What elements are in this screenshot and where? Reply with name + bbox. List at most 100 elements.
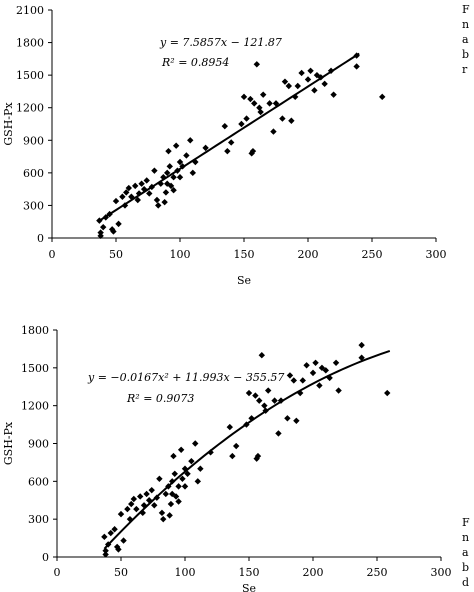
x-tick-label: 0 — [49, 248, 56, 261]
data-point — [187, 137, 194, 144]
data-point — [167, 182, 175, 190]
data-point — [238, 120, 245, 128]
data-point — [293, 417, 300, 424]
data-point — [253, 61, 260, 68]
side-text-line: a — [462, 546, 469, 559]
data-point — [261, 402, 268, 409]
data-point — [101, 533, 108, 541]
data-point — [322, 367, 329, 374]
data-point — [167, 500, 175, 508]
x-tick-label: 300 — [426, 248, 447, 261]
data-point — [228, 139, 235, 146]
x-tick-label: 200 — [303, 566, 324, 579]
data-point — [161, 198, 168, 206]
data-point — [266, 100, 273, 107]
data-point — [379, 93, 386, 101]
data-point — [181, 483, 189, 490]
data-point — [309, 369, 317, 377]
data-point — [307, 67, 314, 74]
x-tick-label: 0 — [54, 566, 61, 579]
data-point — [286, 372, 294, 379]
y-tick-label: 0 — [37, 232, 44, 245]
data-point — [166, 163, 173, 170]
data-point — [165, 147, 172, 155]
data-point — [156, 475, 163, 483]
data-point — [226, 423, 233, 431]
y-axis-label: GSH-Px — [2, 102, 15, 146]
data-point — [252, 392, 259, 399]
y-tick-label: 1800 — [16, 37, 44, 50]
data-point — [112, 197, 120, 205]
trend-line — [103, 350, 391, 550]
data-point — [128, 500, 135, 508]
data-point — [251, 100, 258, 107]
side-text-line: r — [462, 63, 468, 76]
data-point — [151, 167, 158, 174]
y-tick-label: 1200 — [21, 400, 49, 413]
data-point — [279, 115, 286, 122]
data-point — [124, 505, 131, 513]
y-tick-label: 600 — [23, 167, 44, 180]
x-tick-label: 50 — [109, 248, 123, 261]
data-point — [247, 95, 254, 103]
data-point — [143, 177, 150, 184]
side-text-line: n — [462, 18, 470, 31]
x-tick-label: 300 — [431, 566, 452, 579]
data-point — [133, 505, 140, 513]
data-point — [330, 91, 337, 98]
side-text-line: b — [462, 48, 470, 61]
data-point — [303, 362, 310, 369]
data-point — [175, 498, 182, 505]
x-axis-label: Se — [237, 274, 251, 287]
chart-1: 0 50 100 150 200 250 300 0 300 600 900 1200 1500 1800… — [2, 4, 447, 287]
data-point — [256, 397, 263, 404]
y-tick-label: 2100 — [16, 4, 44, 17]
data-point — [260, 91, 267, 98]
side-text-line: d — [462, 576, 470, 589]
x-tick-label: 150 — [234, 248, 255, 261]
data-point — [132, 182, 139, 190]
data-point — [172, 142, 180, 149]
data-point — [166, 512, 173, 519]
x-tick-label: 150 — [239, 566, 260, 579]
data-point — [249, 147, 257, 155]
data-point — [137, 493, 144, 500]
data-point — [158, 509, 166, 517]
data-point — [146, 190, 153, 197]
x-tick-label: 250 — [362, 248, 383, 261]
side-text-line: a — [462, 33, 469, 46]
data-point — [281, 78, 289, 85]
y-tick-label: 300 — [28, 513, 49, 526]
data-point — [321, 80, 328, 88]
data-point — [162, 490, 169, 498]
data-point — [172, 493, 180, 500]
data-point — [153, 196, 161, 204]
data-point — [240, 93, 248, 101]
data-point — [119, 193, 126, 200]
y-tick-label: 1200 — [16, 102, 44, 115]
side-text-top: F n a b r — [462, 2, 470, 77]
data-point — [294, 82, 301, 90]
data-point — [140, 185, 148, 193]
data-point — [143, 490, 150, 498]
y-tick-label: 1500 — [21, 362, 49, 375]
side-text-line: b — [462, 561, 470, 574]
x-tick-label: 200 — [298, 248, 319, 261]
data-point — [233, 442, 240, 450]
y-tick-label: 900 — [23, 134, 44, 147]
data-point — [110, 228, 117, 235]
data-point — [188, 457, 195, 465]
data-point — [298, 69, 305, 77]
data-point — [130, 495, 137, 503]
data-point — [229, 452, 236, 460]
data-point — [270, 128, 277, 135]
data-point — [316, 382, 323, 389]
y-tick-label: 1500 — [16, 69, 44, 82]
data-point — [353, 63, 360, 70]
data-point — [162, 189, 170, 196]
data-point — [134, 196, 141, 204]
side-text-bottom: F n a b d — [462, 515, 470, 590]
data-point — [170, 187, 177, 194]
data-point — [115, 546, 122, 553]
data-point — [102, 551, 109, 558]
